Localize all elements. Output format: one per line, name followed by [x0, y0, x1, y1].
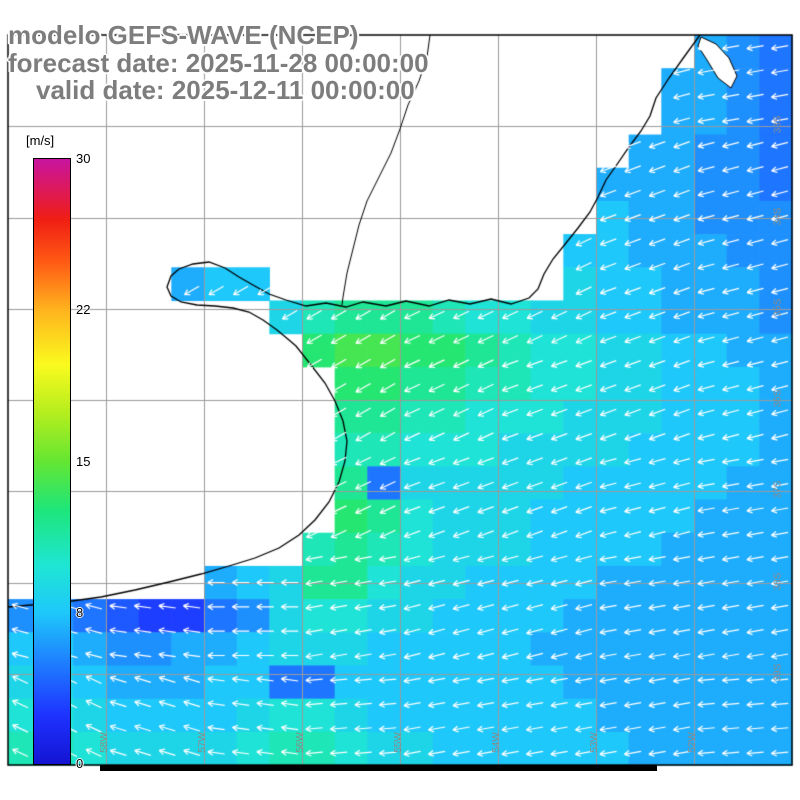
colorbar-tick-30: 30: [76, 151, 91, 166]
valid-date-line: valid date: 2025-12-11 00:00:00: [36, 75, 415, 105]
colorbar-tick-15: 15: [76, 454, 91, 469]
colorbar-gradient: [33, 158, 71, 765]
colorbar-units-label: [m/s]: [26, 133, 55, 148]
colorbar-tick-22: 22: [76, 302, 91, 317]
forecast-date-line: forecast date: 2025-11-28 00:00:00: [8, 48, 429, 78]
model-title: modelo GEFS-WAVE (NCEP): [8, 20, 359, 50]
bottom-axis-bar: [100, 765, 657, 771]
colorbar-tick-8: 8: [76, 605, 84, 620]
colorbar-tick-0: 0: [76, 756, 84, 771]
